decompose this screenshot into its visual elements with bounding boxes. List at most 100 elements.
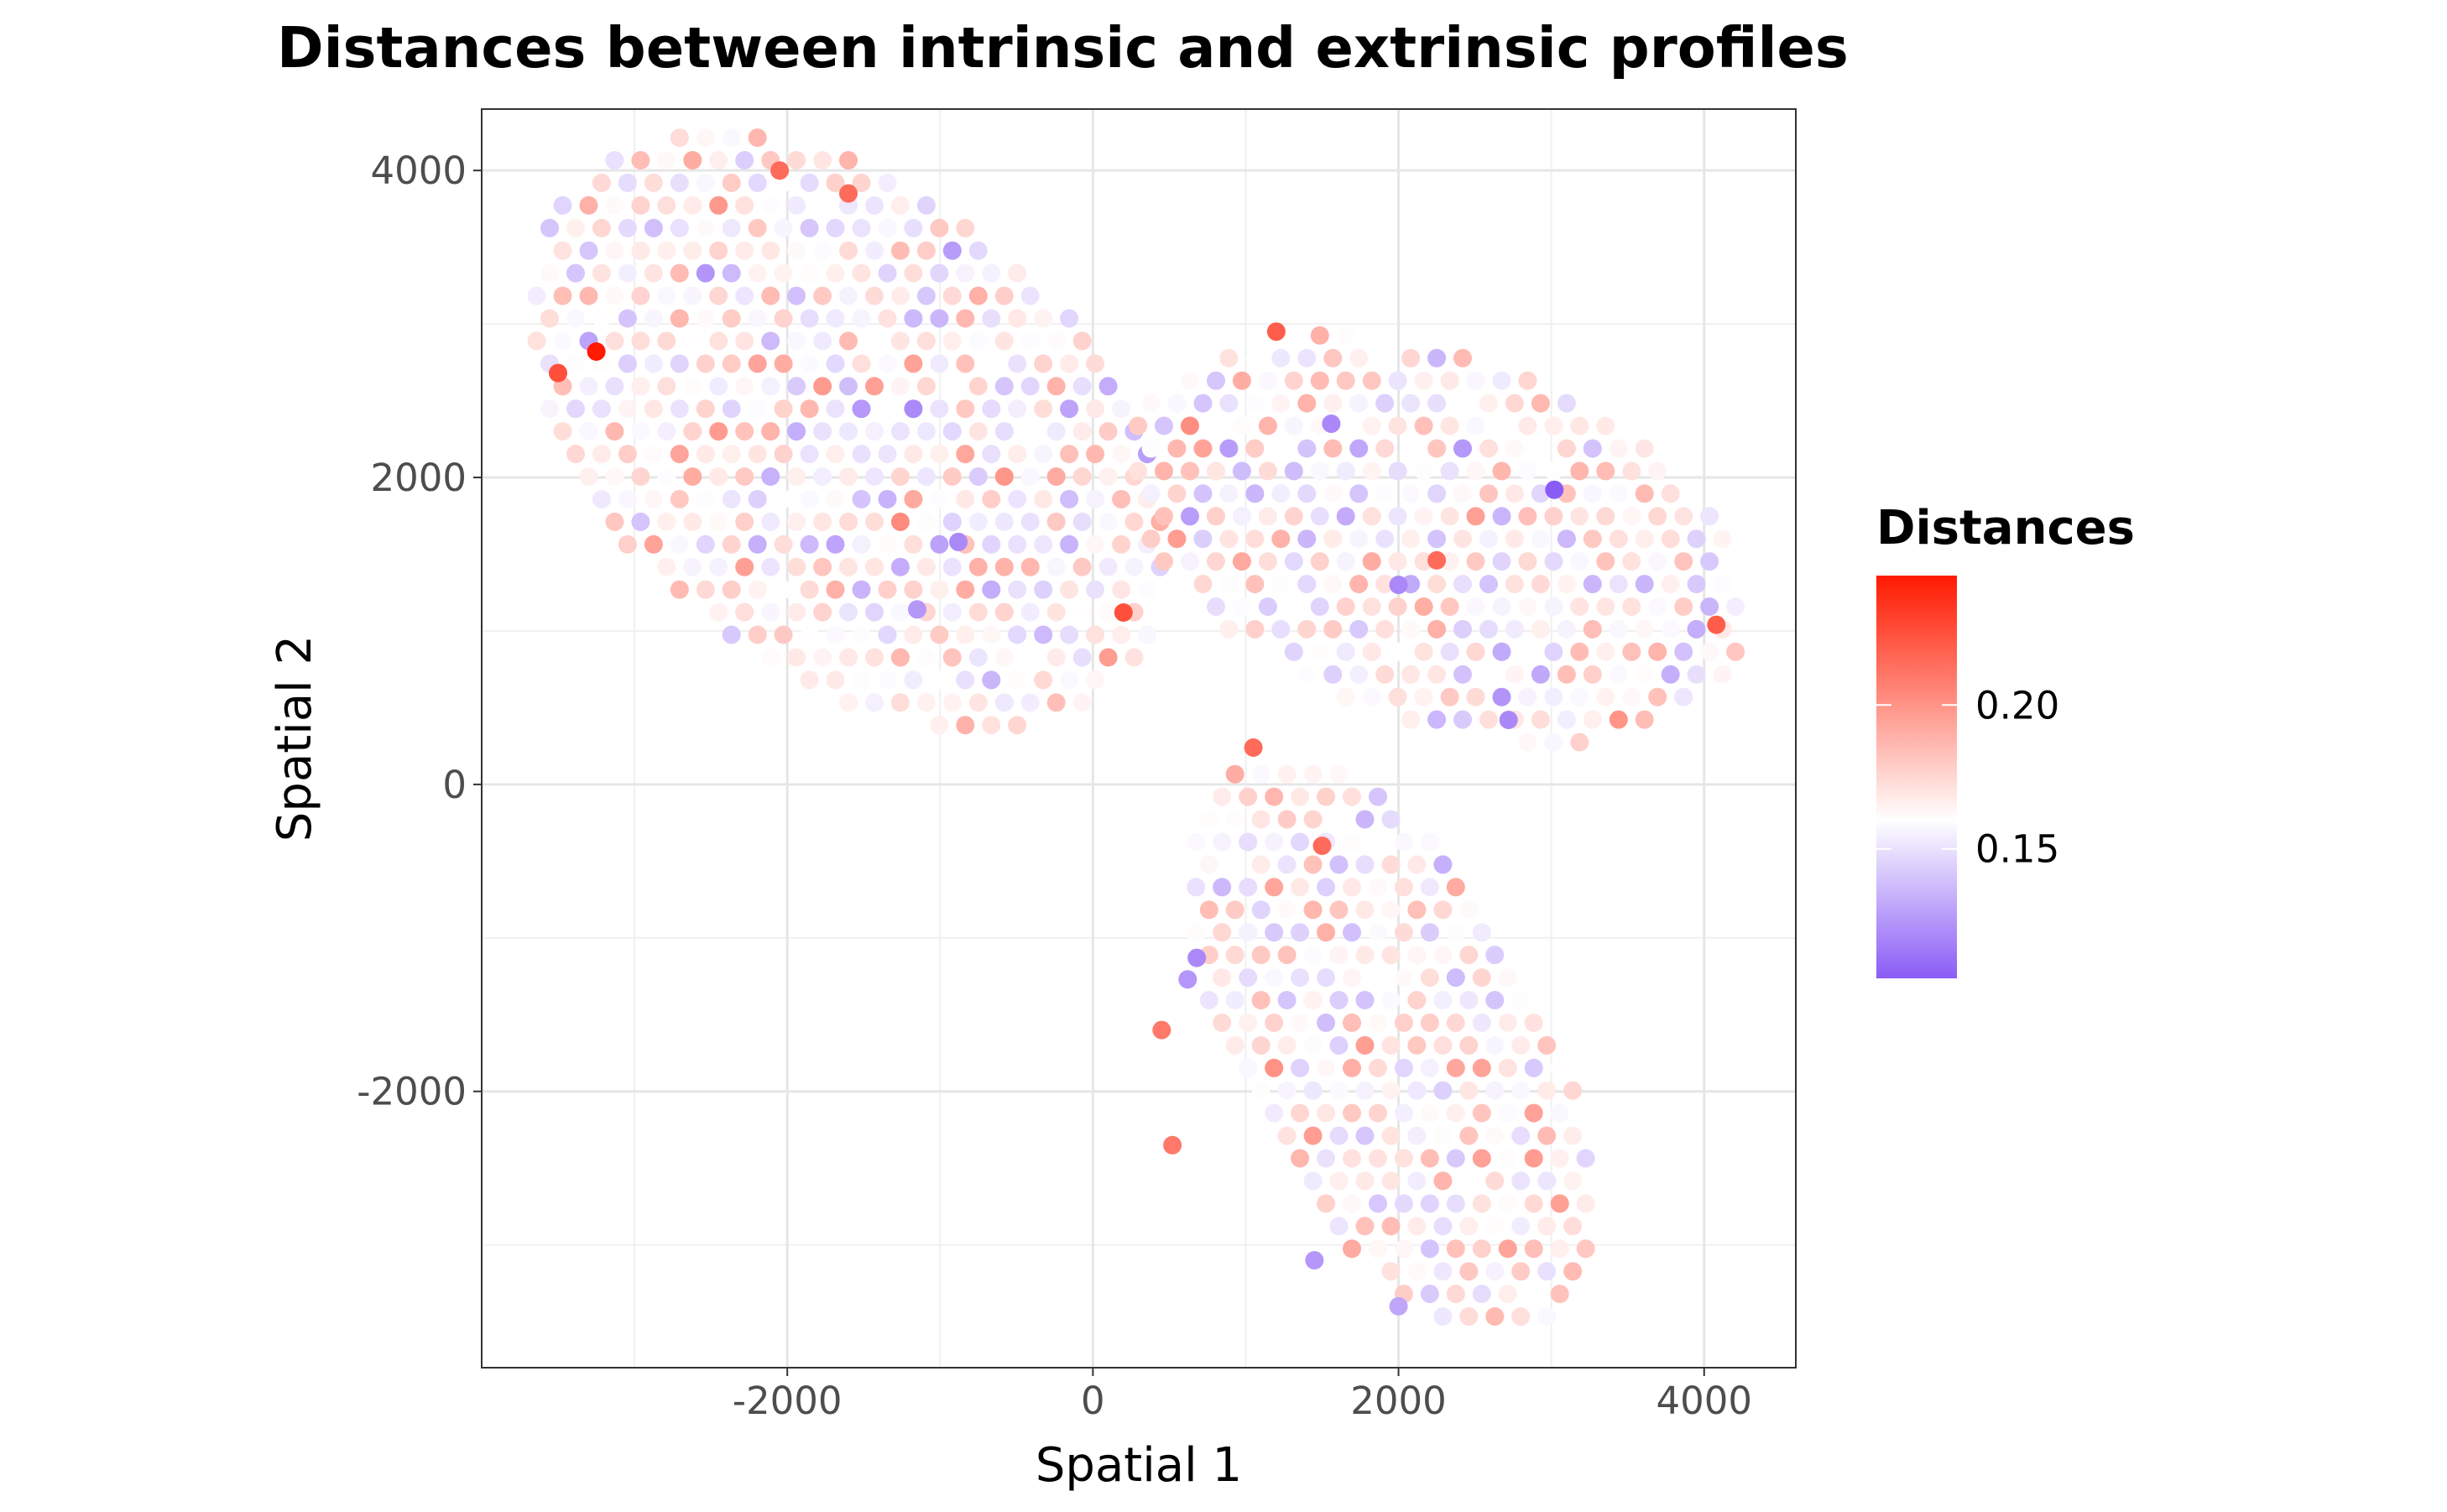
data-point xyxy=(1187,948,1207,967)
data-point xyxy=(787,467,806,486)
data-point xyxy=(1034,399,1053,419)
data-point xyxy=(890,422,910,441)
y-axis-title: Spatial 2 xyxy=(268,635,322,842)
data-point xyxy=(1375,439,1395,458)
data-point xyxy=(1329,1035,1349,1055)
data-point xyxy=(890,377,910,396)
data-point xyxy=(878,625,897,644)
data-point xyxy=(1187,832,1206,852)
data-point xyxy=(1518,733,1537,752)
data-point xyxy=(1098,422,1118,441)
data-point xyxy=(1661,484,1680,503)
data-point xyxy=(1329,991,1349,1009)
data-point xyxy=(852,399,871,419)
data-point xyxy=(916,467,936,486)
data-point xyxy=(683,557,702,576)
data-point xyxy=(1440,597,1459,616)
data-point xyxy=(1284,371,1303,390)
data-point xyxy=(657,467,676,486)
data-point xyxy=(1446,1058,1465,1077)
data-point xyxy=(1420,1194,1439,1213)
data-point xyxy=(1726,642,1745,661)
data-point xyxy=(1284,597,1303,616)
data-point xyxy=(1336,507,1355,526)
data-point xyxy=(1349,575,1369,594)
data-point xyxy=(1661,665,1680,684)
data-point xyxy=(1098,602,1118,622)
data-point xyxy=(1622,642,1641,661)
data-point xyxy=(566,445,585,464)
data-point xyxy=(1277,764,1297,784)
data-point xyxy=(1459,1081,1479,1100)
data-point xyxy=(1687,665,1706,684)
data-point xyxy=(839,241,858,260)
data-point xyxy=(852,354,871,373)
data-point xyxy=(865,648,884,667)
data-point xyxy=(1343,1058,1361,1077)
data-point xyxy=(1336,687,1355,706)
data-point xyxy=(1407,991,1427,1009)
legend-tick-label: 0.20 xyxy=(1975,683,2059,727)
data-point xyxy=(644,489,663,508)
data-point xyxy=(1505,484,1524,503)
data-point xyxy=(566,263,585,283)
data-point xyxy=(696,534,715,554)
data-point xyxy=(1310,461,1329,481)
data-point xyxy=(1446,1239,1465,1259)
data-point xyxy=(1583,665,1602,684)
data-point xyxy=(1284,642,1303,661)
data-point xyxy=(1544,642,1563,661)
data-point xyxy=(942,648,962,667)
data-point xyxy=(735,557,754,576)
data-point xyxy=(1394,878,1413,897)
data-point xyxy=(1297,529,1317,549)
data-point xyxy=(683,422,702,441)
data-point xyxy=(1687,575,1706,594)
data-point xyxy=(1505,665,1524,684)
y-tick-label: -2000 xyxy=(357,1070,467,1114)
data-point xyxy=(709,422,728,441)
data-point xyxy=(1251,810,1270,829)
data-point xyxy=(1141,529,1161,549)
data-point xyxy=(1518,416,1537,435)
data-point xyxy=(1343,923,1361,942)
data-point xyxy=(1427,550,1447,570)
data-point xyxy=(1303,1126,1323,1145)
data-point xyxy=(618,445,637,464)
data-point xyxy=(994,286,1014,305)
data-point xyxy=(1401,348,1421,368)
data-point xyxy=(1427,575,1447,594)
data-point xyxy=(1485,1081,1505,1100)
data-point xyxy=(709,286,728,305)
data-point xyxy=(1557,529,1576,549)
data-point xyxy=(1505,394,1524,413)
data-point xyxy=(839,184,858,203)
data-point xyxy=(956,670,975,690)
data-point xyxy=(1550,1149,1569,1168)
data-point xyxy=(1459,1126,1479,1145)
data-point xyxy=(1219,439,1239,458)
data-point xyxy=(618,399,637,419)
data-point xyxy=(1291,1013,1310,1032)
data-point xyxy=(1343,1194,1361,1213)
data-point xyxy=(761,196,780,215)
data-point xyxy=(527,286,546,305)
data-point xyxy=(1323,348,1343,368)
data-point xyxy=(761,602,780,622)
data-point xyxy=(709,602,728,622)
data-point xyxy=(1343,787,1361,806)
data-point xyxy=(1271,394,1291,413)
data-point xyxy=(1687,529,1706,549)
data-point xyxy=(1258,461,1277,481)
data-point xyxy=(1020,693,1040,712)
data-point xyxy=(1034,354,1053,373)
data-point xyxy=(1531,439,1550,458)
data-point xyxy=(1060,354,1079,373)
data-point xyxy=(618,173,637,192)
data-point xyxy=(1459,1217,1479,1236)
data-point xyxy=(1375,348,1395,368)
data-point xyxy=(1427,348,1447,368)
data-point xyxy=(1193,394,1213,413)
data-point xyxy=(1420,1285,1439,1304)
data-point xyxy=(1265,1103,1284,1123)
